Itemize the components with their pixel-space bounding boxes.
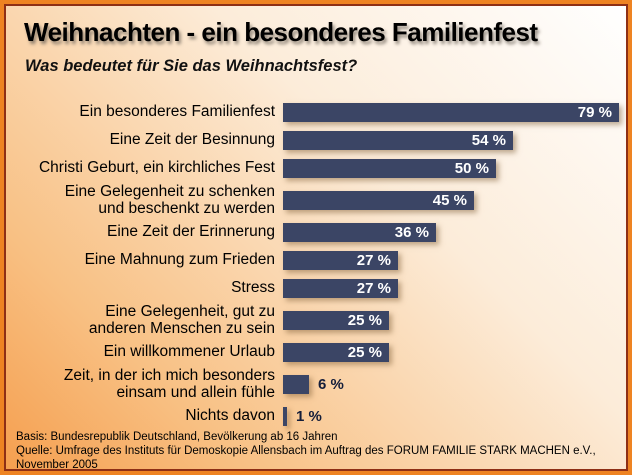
chart-background: Weihnachten - ein besonderes Familienfes…	[4, 4, 628, 471]
bar-row: Christi Geburt, ein kirchliches Fest 50 …	[12, 154, 620, 182]
bar-row: Eine Zeit der Erinnerung 36 %	[12, 218, 620, 246]
value-label: 45 %	[432, 191, 467, 209]
bar: 54 %	[283, 130, 513, 150]
bar-row: Eine Zeit der Besinnung 54 %	[12, 126, 620, 154]
bar-area: 45 %	[283, 190, 620, 210]
bar-chart: Ein besonderes Familienfest 79 % Eine Ze…	[12, 98, 620, 430]
footer-basis: Basis: Bundesrepublik Deutschland, Bevöl…	[16, 431, 338, 443]
category-label: Ein besonderes Familienfest	[79, 103, 275, 121]
bar-area: 50 %	[283, 158, 620, 178]
category-label: Nichts davon	[185, 407, 275, 425]
bar-area: 79 %	[283, 102, 620, 122]
bar-area: 36 %	[283, 222, 620, 242]
footer-source: Quelle: Umfrage des Instituts für Demosk…	[16, 445, 596, 471]
bar-area: 27 %	[283, 250, 620, 270]
bar: 27 %	[283, 278, 398, 298]
bar: 27 %	[283, 250, 398, 270]
bar-area: 1 %	[283, 406, 620, 426]
bar-area: 6 %	[283, 374, 620, 394]
chart-title: Weihnachten - ein besonderes Familienfes…	[24, 17, 538, 47]
bar-area: 27 %	[283, 278, 620, 298]
category-label: Stress	[231, 279, 275, 297]
bar-row: Eine Gelegenheit, gut zu anderen Mensche…	[12, 302, 620, 338]
bar-row: Stress 27 %	[12, 274, 620, 302]
value-label: 6 %	[318, 375, 344, 393]
category-label: Ein willkommener Urlaub	[103, 343, 275, 361]
value-label: 27 %	[356, 279, 391, 297]
category-label: Eine Zeit der Erinnerung	[106, 223, 275, 241]
value-label: 25 %	[347, 311, 382, 329]
bar-row: Ein willkommener Urlaub 25 %	[12, 338, 620, 366]
value-label: 50 %	[454, 159, 489, 177]
value-label: 25 %	[347, 343, 382, 361]
value-label: 54 %	[471, 131, 506, 149]
bar-area: 25 %	[283, 310, 620, 330]
category-label: Zeit, in der ich mich besonders einsam u…	[63, 366, 275, 402]
bar: 36 %	[283, 222, 436, 242]
bar-row: Eine Gelegenheit zu schenken und beschen…	[12, 182, 620, 218]
value-label: 27 %	[356, 251, 391, 269]
category-label: Eine Mahnung zum Frieden	[84, 251, 275, 269]
bar: 79 %	[283, 102, 619, 122]
value-label: 1 %	[296, 407, 322, 425]
bar: 50 %	[283, 158, 496, 178]
value-label: 79 %	[577, 103, 612, 121]
bar	[283, 406, 287, 426]
category-label: Eine Gelegenheit, gut zu anderen Mensche…	[88, 302, 275, 338]
bar-area: 54 %	[283, 130, 620, 150]
bar: 45 %	[283, 190, 474, 210]
chart-subtitle: Was bedeutet für Sie das Weihnachtsfest?	[25, 57, 358, 75]
chart-footer: Basis: Bundesrepublik Deutschland, Bevöl…	[12, 430, 620, 471]
category-label: Eine Zeit der Besinnung	[109, 131, 275, 149]
bar: 25 %	[283, 310, 389, 330]
bar-area: 25 %	[283, 342, 620, 362]
value-label: 36 %	[394, 223, 429, 241]
category-label: Christi Geburt, ein kirchliches Fest	[38, 159, 275, 177]
bar-row: Eine Mahnung zum Frieden 27 %	[12, 246, 620, 274]
bar	[283, 374, 309, 394]
category-label: Eine Gelegenheit zu schenken und beschen…	[64, 182, 275, 218]
bar-row: Zeit, in der ich mich besonders einsam u…	[12, 366, 620, 402]
bar-row: Nichts davon 1 %	[12, 402, 620, 430]
bar: 25 %	[283, 342, 389, 362]
bar-row: Ein besonderes Familienfest 79 %	[12, 98, 620, 126]
